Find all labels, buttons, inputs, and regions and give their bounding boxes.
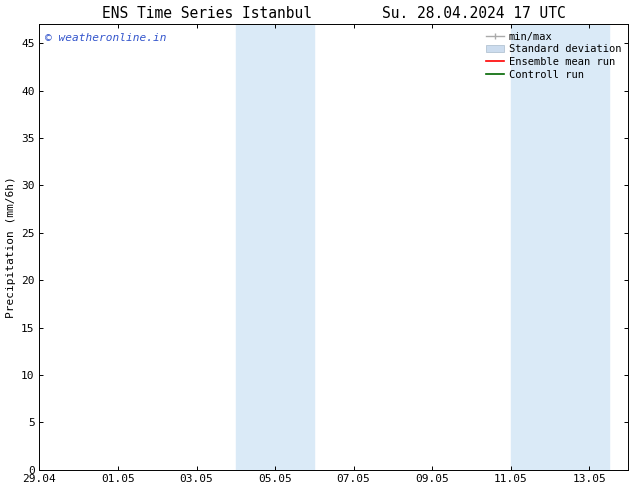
Bar xyxy=(236,24,314,469)
Bar xyxy=(510,24,609,469)
Text: © weatheronline.in: © weatheronline.in xyxy=(46,33,167,44)
Legend: min/max, Standard deviation, Ensemble mean run, Controll run: min/max, Standard deviation, Ensemble me… xyxy=(484,30,623,82)
Title: ENS Time Series Istanbul        Su. 28.04.2024 17 UTC: ENS Time Series Istanbul Su. 28.04.2024 … xyxy=(102,5,566,21)
Y-axis label: Precipitation (mm/6h): Precipitation (mm/6h) xyxy=(6,176,16,318)
